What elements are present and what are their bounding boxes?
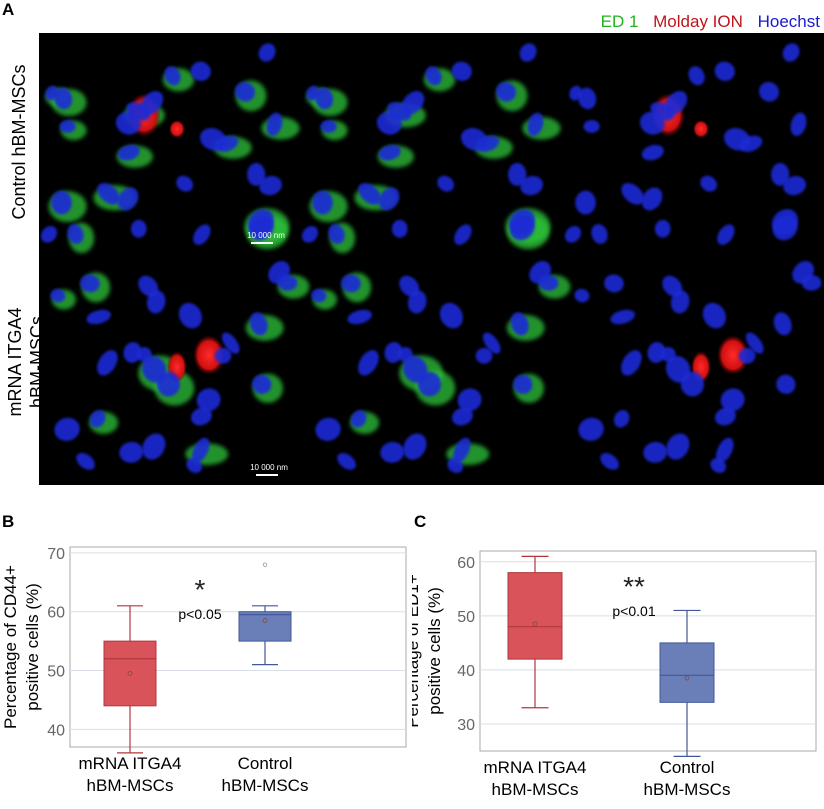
microscopy-tile-r2-c2	[311, 261, 571, 473]
row-label-control: Control hBM-MSCs	[8, 52, 30, 232]
panel-label-c: C	[414, 512, 427, 531]
row-label-control-line: Control hBM-MSCs	[9, 64, 29, 220]
chart-b-xlabel-2-line-1: Control	[238, 754, 293, 773]
chart-c-box-2	[659, 609, 715, 758]
chart-b-ytick-0: 40	[47, 722, 65, 739]
chart-c-significance-stars: **	[623, 571, 645, 602]
chart-b-ylabel-line-2: positive cells (%)	[23, 583, 42, 711]
chart-c-ed1: 30 40 50 60 Percentage of ED1+ positive cells…	[412, 550, 817, 799]
microscopy-tile-r1-c2	[301, 43, 561, 254]
panel-label-a: A	[2, 0, 15, 19]
chart-c-p-value: p<0.01	[612, 603, 655, 619]
chart-c-xlabel-1-line-2: hBM-MSCs	[492, 780, 579, 799]
chart-b-iqr-box-2	[238, 611, 292, 642]
scale-bar-label-bottom: 10 000 nm	[250, 463, 288, 472]
chart-b-xlabel-1-line-1: mRNA ITGA4	[79, 754, 182, 773]
microscopy-tile-r1-c1	[40, 43, 300, 254]
chart-c-box-1	[507, 555, 563, 709]
chart-b-xlabel-1-line-2: hBM-MSCs	[87, 776, 174, 795]
chart-b-box-2	[238, 562, 292, 666]
scale-bar-line-bottom	[256, 474, 278, 476]
chart-b-iqr-box-1	[103, 640, 157, 707]
legend-ed1: ED 1	[600, 12, 639, 31]
chart-b-cd44: 40 50 60 70 Percentage of CD44+ positive cell…	[1, 546, 407, 795]
chart-b-ylabel-line-1: Percentage of CD44+	[1, 565, 20, 729]
legend-hoechst: Hoechst	[757, 12, 820, 31]
chart-c-mean-1	[532, 621, 538, 627]
channel-legend: ED 1 Molday ION Hoechst	[591, 12, 820, 32]
panel-label-b: B	[2, 512, 15, 531]
chart-b-box-1	[103, 605, 157, 754]
chart-b-p-value: p<0.05	[178, 606, 221, 622]
chart-c-ylabel-line-1: Percentage of ED1+	[412, 574, 422, 728]
chart-b-mean-1	[127, 671, 133, 676]
chart-b-significance-stars: *	[195, 574, 206, 605]
chart-c-ytick-2: 50	[457, 609, 475, 626]
chart-c-ytick-1: 40	[457, 663, 475, 680]
chart-b-ytick-1: 50	[47, 664, 65, 681]
chart-c-iqr-box-1	[507, 572, 563, 660]
scale-bar-bottom: 10 000 nm	[250, 463, 288, 476]
chart-c-mean-2	[684, 675, 690, 681]
chart-b-mean-2	[262, 618, 268, 623]
chart-b-ytick-2: 60	[47, 605, 65, 622]
scale-bar-label-top: 10 000 nm	[247, 231, 285, 240]
legend-molday-ion: Molday ION	[653, 12, 743, 31]
microscopy-image-grid: 10 000 nm 10 000 nm	[39, 33, 824, 485]
chart-c-ylabel-line-2: positive cells (%)	[425, 587, 444, 715]
microscopy-tile-r2-c3	[574, 261, 822, 473]
scale-bar-top: 10 000 nm	[247, 231, 285, 244]
microscopy-tile-r1-c3	[564, 43, 807, 245]
chart-b-xlabel-2-line-2: hBM-MSCs	[222, 776, 309, 795]
microscopy-tile-r2-c1	[50, 261, 310, 473]
chart-c-ytick-3: 60	[457, 555, 475, 572]
chart-c-xlabel-2-line-2: hBM-MSCs	[644, 780, 731, 799]
chart-b-outlier-2-1	[262, 562, 268, 567]
scale-bar-line-top	[251, 242, 273, 244]
chart-c-xlabel-1-line-1: mRNA ITGA4	[484, 758, 587, 777]
row-label-mrna-line-1: mRNA ITGA4	[5, 307, 25, 417]
chart-b-ytick-3: 70	[47, 546, 65, 563]
chart-c-iqr-box-2	[659, 642, 715, 703]
chart-c-ytick-0: 30	[457, 717, 475, 734]
chart-c-xlabel-2-line-1: Control	[660, 758, 715, 777]
